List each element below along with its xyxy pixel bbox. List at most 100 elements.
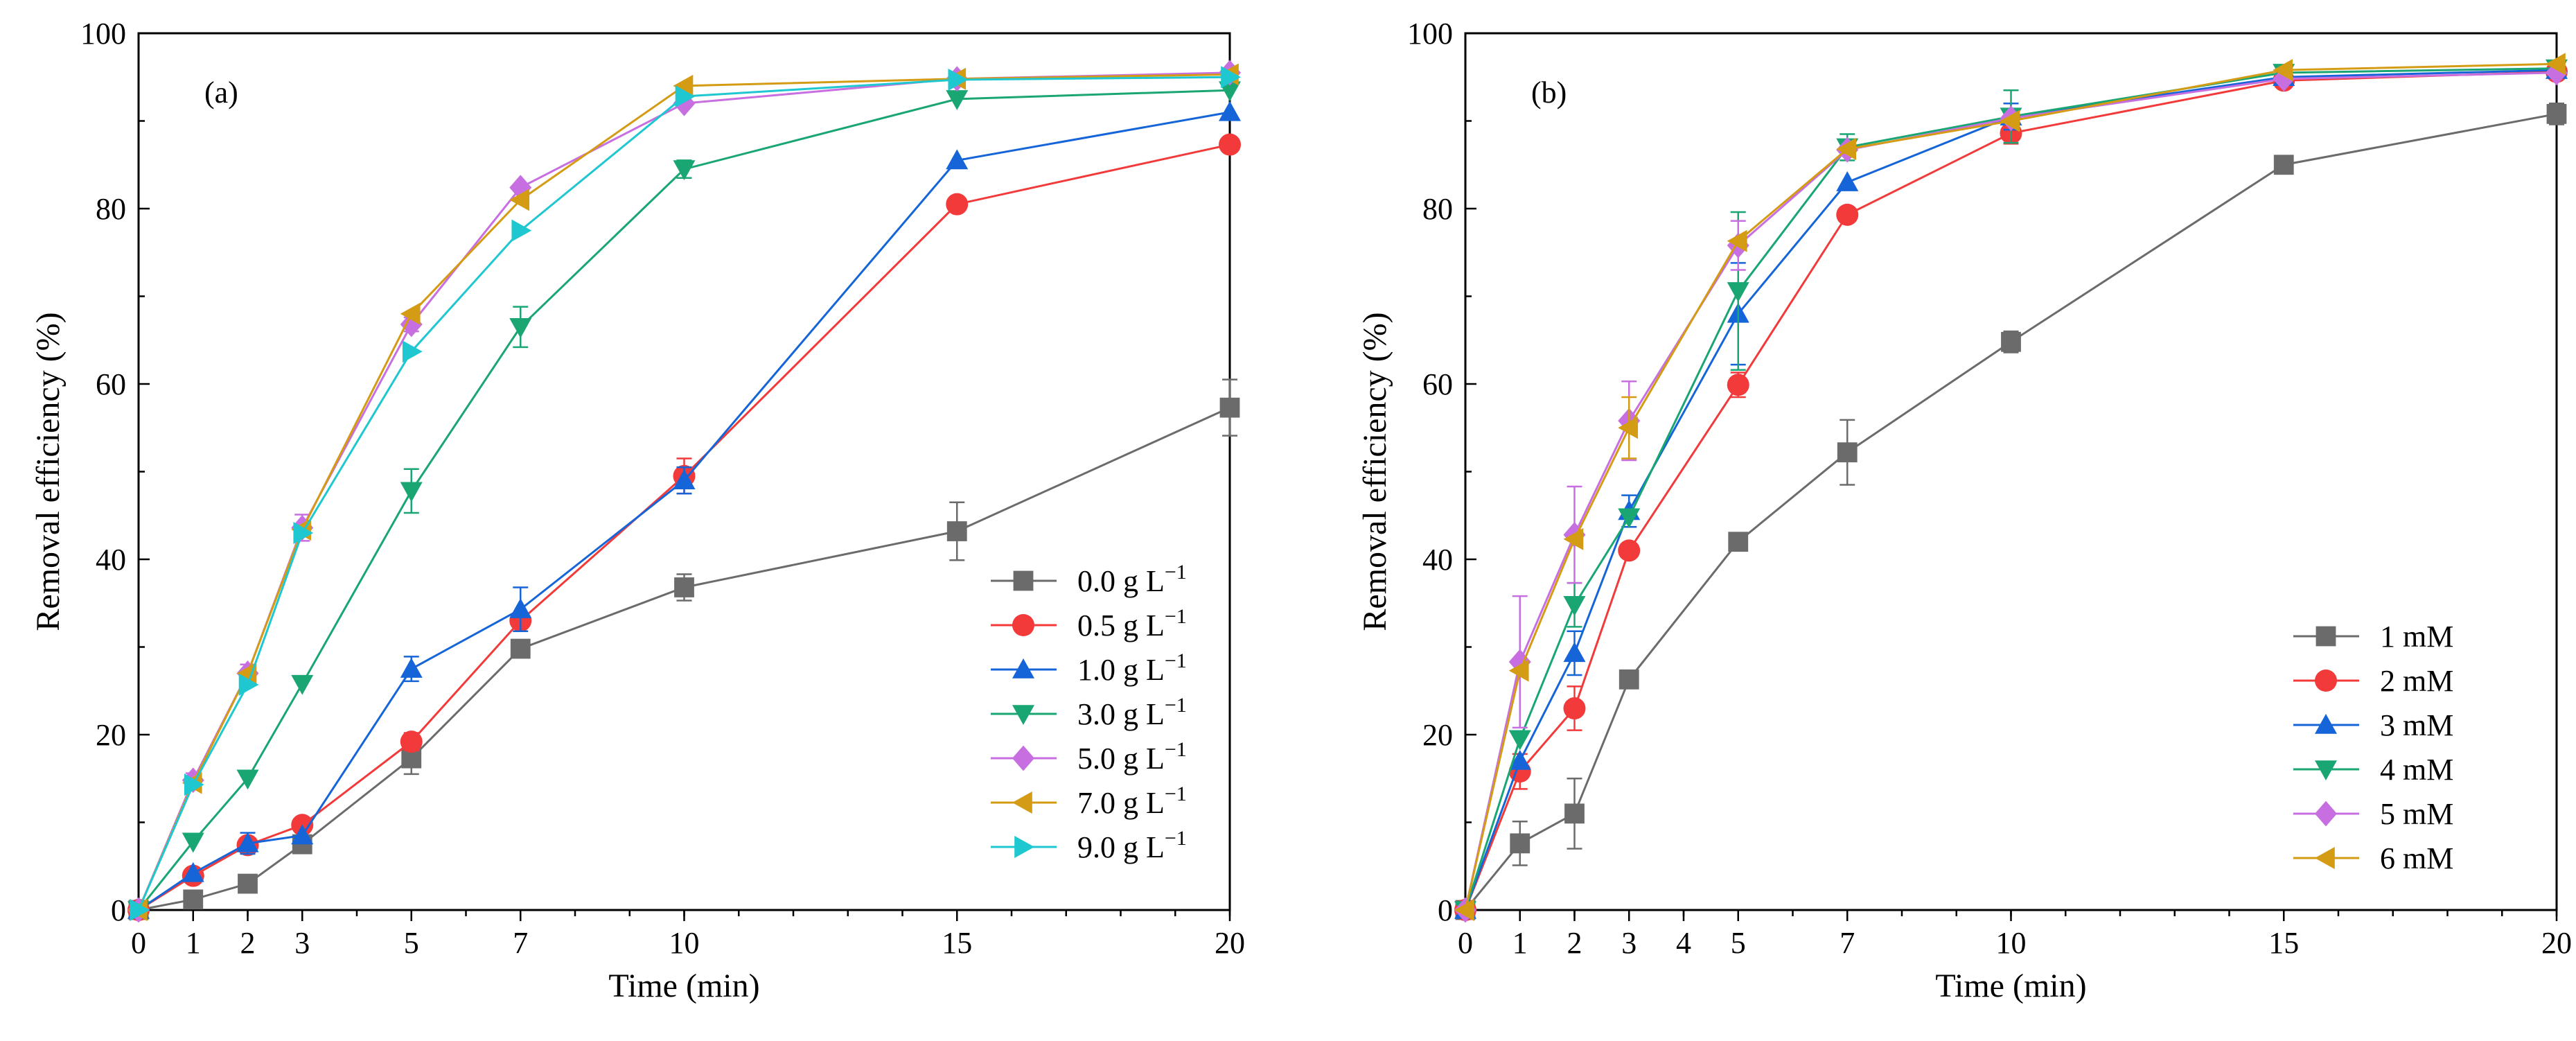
data-point — [402, 340, 423, 363]
x-tick-label: 20 — [1215, 926, 1245, 960]
data-point — [946, 90, 969, 110]
data-point — [236, 832, 259, 852]
legend-marker — [1014, 836, 1034, 858]
data-point — [1564, 803, 1585, 824]
data-point — [1563, 595, 1586, 616]
data-point — [673, 160, 696, 181]
x-axis-title: Time (min) — [1935, 968, 2086, 1004]
y-tick-label: 80 — [96, 192, 126, 226]
data-point — [1728, 532, 1749, 552]
data-point — [1618, 539, 1641, 562]
data-point — [2273, 59, 2293, 82]
series-line — [138, 111, 1230, 911]
legend: 1 mM 2 mM 3 mM 4 mM 5 mM 6 mM — [2293, 620, 2453, 875]
legend-marker — [1012, 614, 1034, 636]
data-point — [1836, 203, 1859, 226]
x-tick-label: 2 — [240, 926, 256, 960]
data-point — [182, 861, 204, 882]
data-point — [1727, 229, 1747, 252]
x-tick-label: 5 — [1731, 926, 1746, 960]
legend-label: 0.0 g L−1 — [1077, 561, 1187, 598]
panel-a: 0 20 40 60 80 100 0 1 2 3 5 7 10 15 20 Time (min) Remova… — [30, 17, 1245, 1004]
x-tick-label: 10 — [669, 926, 700, 960]
y-tick-label: 100 — [80, 17, 126, 51]
x-tick-label: 1 — [186, 926, 201, 960]
x-tick-label: 15 — [2268, 926, 2299, 960]
x-tick-label: 3 — [294, 926, 310, 960]
x-tick-label: 0 — [131, 926, 146, 960]
series-6 — [130, 66, 1241, 921]
data-point — [1508, 730, 1531, 751]
x-tick-label: 10 — [1996, 926, 2027, 960]
data-point — [400, 302, 421, 325]
legend-label: 3.0 g L−1 — [1077, 694, 1187, 731]
legend-label: 7.0 g L−1 — [1077, 782, 1187, 820]
y-tick-label: 0 — [111, 893, 126, 927]
data-point — [1454, 899, 1474, 921]
data-point — [2546, 103, 2567, 124]
data-point — [1618, 669, 1639, 690]
legend-label: 9.0 g L−1 — [1077, 827, 1187, 864]
legend-label-superscript: −1 — [1165, 605, 1187, 628]
data-point — [1563, 697, 1586, 720]
data-point — [673, 469, 696, 489]
data-point — [236, 662, 257, 685]
x-tick-label: 7 — [1840, 926, 1855, 960]
data-point — [511, 219, 532, 242]
data-point — [510, 638, 531, 659]
legend-label-superscript: −1 — [1165, 738, 1187, 761]
data-point — [1219, 397, 1240, 418]
data-point — [184, 773, 204, 796]
legend-label: 1.0 g L−1 — [1077, 649, 1187, 687]
data-point — [673, 74, 694, 97]
legend-marker — [2315, 714, 2337, 734]
panel-label: (b) — [1531, 76, 1567, 110]
legend-marker — [1013, 570, 1034, 591]
data-point — [948, 69, 969, 91]
panel-b: 0 20 40 60 80 100 0 1 2 3 4 5 7 10 15 20 Time (min) Remov… — [1357, 17, 2572, 1004]
series-3 — [127, 81, 1241, 921]
legend-marker — [2315, 801, 2337, 827]
legend-marker — [1012, 791, 1032, 814]
data-point — [400, 731, 423, 753]
data-point — [2000, 110, 2020, 132]
data-point — [400, 658, 423, 678]
legend-label-superscript: −1 — [1165, 694, 1187, 717]
legend: 0.0 g L−1 0.5 g L−1 1.0 g L−1 3.0 g L−1 5.0 … — [991, 561, 1187, 864]
legend-label: 4 mM — [2380, 753, 2453, 787]
data-point — [293, 522, 314, 545]
y-tick-label: 80 — [1422, 192, 1453, 226]
legend-label: 2 mM — [2380, 664, 2453, 698]
data-point — [182, 832, 204, 853]
series-0 — [1455, 102, 2567, 920]
data-point — [2546, 60, 2568, 86]
series-line — [137, 89, 1230, 911]
x-tick-label: 15 — [942, 926, 972, 960]
legend-marker — [1012, 745, 1034, 771]
data-point — [946, 149, 969, 170]
legend-marker — [2315, 760, 2337, 780]
legend-label-superscript: −1 — [1165, 561, 1187, 584]
data-point — [291, 674, 314, 695]
y-tick-label: 100 — [1407, 17, 1453, 51]
data-point — [1508, 659, 1529, 682]
data-point — [1563, 527, 1584, 550]
y-tick-label: 20 — [1422, 718, 1453, 752]
series-3 — [1454, 59, 2568, 921]
y-tick-label: 0 — [1438, 893, 1453, 927]
series-2 — [127, 100, 1241, 919]
data-point — [291, 824, 314, 845]
x-tick-label: 7 — [513, 926, 528, 960]
legend-label: 5.0 g L−1 — [1077, 738, 1187, 776]
x-tick-label: 2 — [1567, 926, 1582, 960]
data-point — [1836, 137, 1857, 160]
x-tick-label: 3 — [1621, 926, 1637, 960]
legend-label: 6 mM — [2380, 841, 2453, 875]
data-point — [1836, 171, 1859, 191]
y-tick-label: 40 — [96, 543, 126, 577]
x-tick-label: 4 — [1676, 926, 1691, 960]
data-point — [1727, 282, 1749, 302]
data-point — [1221, 66, 1241, 89]
y-axis-title: Removal efficiency (%) — [30, 312, 67, 631]
